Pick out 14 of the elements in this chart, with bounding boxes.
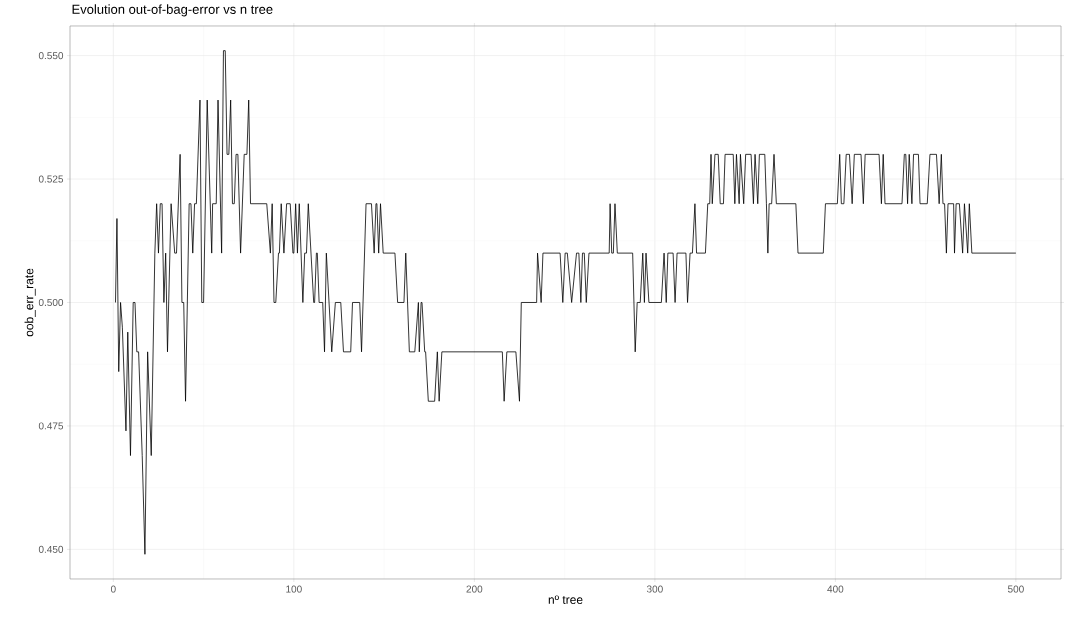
y-tick-label: 0.500	[38, 298, 64, 307]
y-tick-label: 0.450	[38, 545, 64, 553]
x-tick-label: 200	[466, 585, 483, 593]
y-tick-label: 0.550	[38, 52, 64, 60]
y-axis-title: oob_err_rate	[24, 268, 36, 337]
y-tick-label: 0.475	[38, 422, 64, 430]
x-tick-label: 100	[286, 585, 302, 593]
x-tick-label: 500	[1007, 585, 1024, 593]
x-tick-label: 400	[827, 585, 844, 593]
x-tick-label: 300	[646, 585, 663, 593]
x-tick-label: 0	[110, 585, 116, 593]
y-tick-label: 0.525	[38, 175, 64, 183]
x-axis-title: nº tree	[548, 595, 583, 604]
chart-title: Evolution out-of-bag-error vs n tree	[72, 4, 273, 17]
